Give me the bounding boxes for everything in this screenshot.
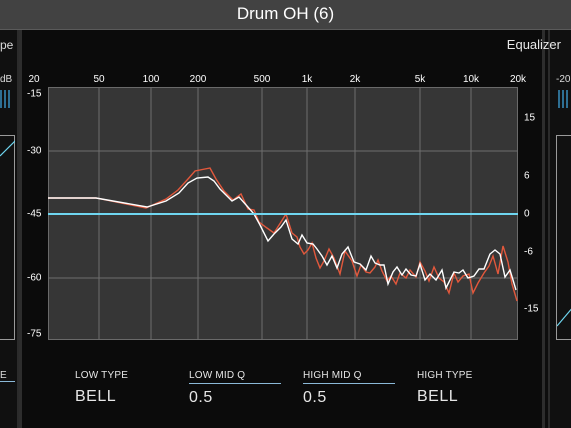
freq-tick: 500: [253, 74, 271, 85]
freq-tick: 10k: [462, 74, 480, 85]
left-curve-graph[interactable]: [0, 135, 15, 340]
window-title-bar: Drum OH (6): [0, 0, 571, 30]
right-divider: [542, 30, 545, 428]
right-meter-icon: [558, 90, 570, 113]
low-type-control[interactable]: LOW TYPE BELL: [75, 370, 167, 406]
high-mid-q-label: HIGH MID Q: [303, 370, 395, 384]
low-mid-q-label: LOW MID Q: [189, 370, 281, 384]
freq-tick: 100: [142, 74, 160, 85]
low-type-value: BELL: [75, 388, 117, 405]
level-tick: -75: [27, 328, 42, 340]
left-strip-db-label: dB: [0, 74, 13, 85]
freq-tick: 20: [28, 74, 40, 85]
eq-graph[interactable]: [48, 87, 518, 340]
high-type-label: HIGH TYPE: [417, 370, 473, 381]
low-type-label: LOW TYPE: [75, 370, 129, 381]
high-type-control[interactable]: HIGH TYPE BELL: [417, 370, 509, 406]
high-mid-q-value: 0.5: [303, 389, 327, 406]
high-mid-q-control[interactable]: HIGH MID Q 0.5: [303, 370, 395, 407]
freq-tick: 20k: [509, 74, 527, 85]
eq-parameter-row: LOW TYPE BELL LOW MID Q 0.5 HIGH MID Q 0…: [22, 360, 542, 420]
left-curve-line: [0, 140, 15, 157]
freq-tick: 1k: [301, 74, 313, 85]
freq-tick: 50: [93, 74, 105, 85]
gain-tick: -15: [524, 303, 539, 315]
window-title: Drum OH (6): [236, 4, 335, 23]
left-divider: [19, 30, 22, 428]
analyzer-trace-white: [48, 176, 517, 291]
gain-tick: 6: [524, 170, 530, 182]
gain-tick: 0: [524, 208, 530, 220]
gain-tick: 15: [524, 112, 536, 124]
level-tick: -45: [27, 208, 42, 220]
level-tick: -60: [27, 272, 42, 284]
left-strip-bottom-label: E: [0, 370, 15, 382]
right-strip: -20: [548, 30, 571, 428]
right-curve-line: [557, 308, 571, 327]
left-strip: pe dB E: [0, 30, 19, 428]
freq-tick: 200: [189, 74, 207, 85]
level-tick: -30: [27, 145, 42, 157]
freq-tick: 5k: [414, 74, 426, 85]
gain-tick: -6: [524, 246, 533, 258]
eq-graph-canvas: [48, 87, 518, 340]
panel-name: Equalizer: [506, 37, 561, 52]
freq-tick: 2k: [349, 74, 361, 85]
analyzer-trace-red: [48, 167, 518, 302]
high-type-value: BELL: [417, 388, 459, 405]
level-tick: -15: [27, 88, 42, 100]
right-curve-graph[interactable]: [556, 135, 571, 340]
right-strip-label: -20: [556, 74, 571, 85]
low-mid-q-control[interactable]: LOW MID Q 0.5: [189, 370, 281, 407]
left-strip-label: pe: [0, 38, 14, 52]
left-meter-icon: [0, 90, 12, 113]
low-mid-q-value: 0.5: [189, 389, 213, 406]
